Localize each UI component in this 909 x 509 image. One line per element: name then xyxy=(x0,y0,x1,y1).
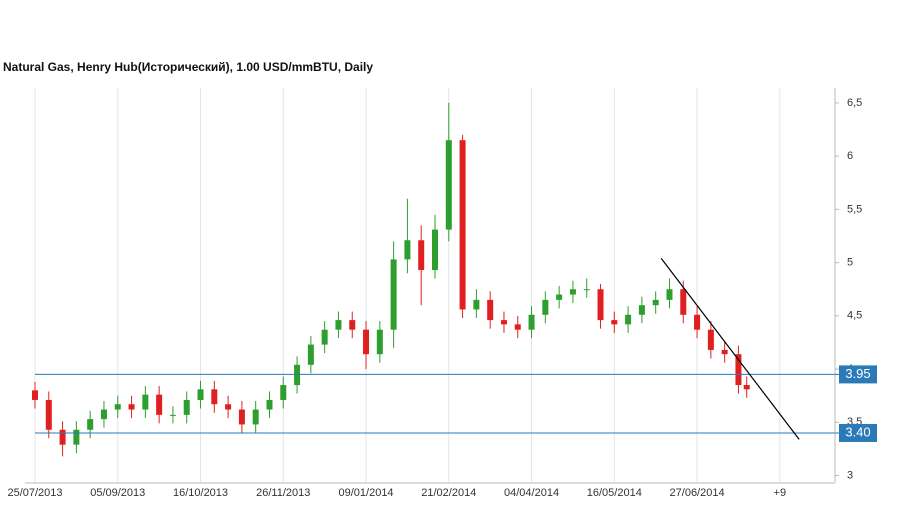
candle-body xyxy=(183,399,190,415)
candle-body xyxy=(349,320,356,330)
candle-body xyxy=(459,140,466,310)
candle-body xyxy=(335,320,342,330)
candle-body xyxy=(100,409,107,420)
candle-body xyxy=(556,294,563,300)
candle-body xyxy=(625,314,632,325)
candle-body xyxy=(611,320,618,325)
candle-body xyxy=(707,329,714,350)
y-tick-label: 5 xyxy=(847,257,853,269)
candle-body xyxy=(445,140,452,230)
level-label: 3.40 xyxy=(845,424,870,439)
candle-body xyxy=(694,314,701,330)
x-tick-label: 26/11/2013 xyxy=(256,487,310,499)
x-tick-label: 09/01/2014 xyxy=(339,487,394,499)
x-tick-label: +9 xyxy=(774,487,787,499)
candle-body xyxy=(211,389,218,405)
candle-body xyxy=(156,394,163,415)
x-tick-label: 25/07/2013 xyxy=(7,487,62,499)
y-tick-label: 4,5 xyxy=(847,310,862,322)
candle-body xyxy=(418,240,425,271)
candle-body xyxy=(294,364,301,386)
candle-body xyxy=(666,289,673,300)
candle-body xyxy=(743,385,750,390)
candle-body xyxy=(432,229,438,271)
candle-body xyxy=(528,314,535,330)
x-tick-label: 16/05/2014 xyxy=(587,487,642,499)
candle-body xyxy=(514,324,521,330)
candle-body xyxy=(73,429,80,445)
candle-body xyxy=(569,289,576,295)
candle-body xyxy=(652,299,659,306)
candle-body xyxy=(45,399,52,430)
candle-body xyxy=(321,329,328,345)
x-tick-label: 21/02/2014 xyxy=(421,487,476,499)
candle-body xyxy=(252,409,259,425)
candle-body xyxy=(142,394,149,410)
candle-body xyxy=(390,259,397,330)
candle-body xyxy=(473,299,480,310)
candle-body xyxy=(735,354,742,386)
candle-body xyxy=(114,404,121,410)
candle-body xyxy=(597,289,604,321)
candle-body xyxy=(363,329,370,355)
candle-body xyxy=(169,414,176,416)
candle-body xyxy=(307,344,314,365)
trend-line xyxy=(660,257,800,440)
y-tick-label: 5,5 xyxy=(847,203,862,215)
candle-body xyxy=(87,419,94,430)
x-tick-label: 16/10/2013 xyxy=(173,487,228,499)
level-badge xyxy=(839,365,877,384)
candle-body xyxy=(32,390,38,400)
y-tick-label: 3 xyxy=(847,469,853,481)
candle-body xyxy=(680,289,687,315)
candle-body xyxy=(638,305,645,315)
level-label: 3.95 xyxy=(845,366,870,381)
candle-body xyxy=(487,299,494,321)
candle-body xyxy=(128,404,135,410)
candle-body xyxy=(583,289,590,291)
chart-title: Natural Gas, Henry Hub(Исторический), 1.… xyxy=(3,60,373,74)
candle-body xyxy=(404,240,411,260)
y-tick-label: 6 xyxy=(847,150,853,162)
candle-body xyxy=(197,389,204,400)
candle-body xyxy=(238,409,245,425)
candle-body xyxy=(225,404,232,410)
level-badge xyxy=(839,423,877,442)
candle-body xyxy=(280,385,287,400)
candle-body xyxy=(266,399,273,410)
x-tick-label: 05/09/2013 xyxy=(90,487,145,499)
y-tick-label: 6,5 xyxy=(847,97,862,109)
candle-body xyxy=(721,349,728,355)
candle-body xyxy=(500,320,507,325)
x-tick-label: 27/06/2014 xyxy=(670,487,725,499)
x-tick-label: 04/04/2014 xyxy=(504,487,559,499)
candle-body xyxy=(59,429,66,445)
candle-body xyxy=(376,329,383,355)
candle-body xyxy=(542,299,549,315)
